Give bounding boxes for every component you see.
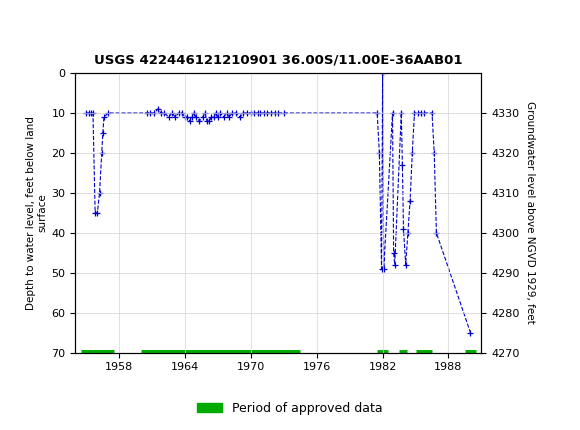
Text: USGS: USGS: [23, 18, 70, 33]
Text: USGS: USGS: [10, 19, 48, 32]
Y-axis label: Groundwater level above NGVD 1929, feet: Groundwater level above NGVD 1929, feet: [525, 101, 535, 324]
Y-axis label: Depth to water level, feet below land
surface: Depth to water level, feet below land su…: [26, 116, 48, 310]
Text: USGS 422446121210901 36.00S/11.00E-36AAB01: USGS 422446121210901 36.00S/11.00E-36AAB…: [94, 54, 463, 67]
Legend: Period of approved data: Period of approved data: [192, 397, 388, 420]
Text: ≡: ≡: [3, 16, 21, 36]
